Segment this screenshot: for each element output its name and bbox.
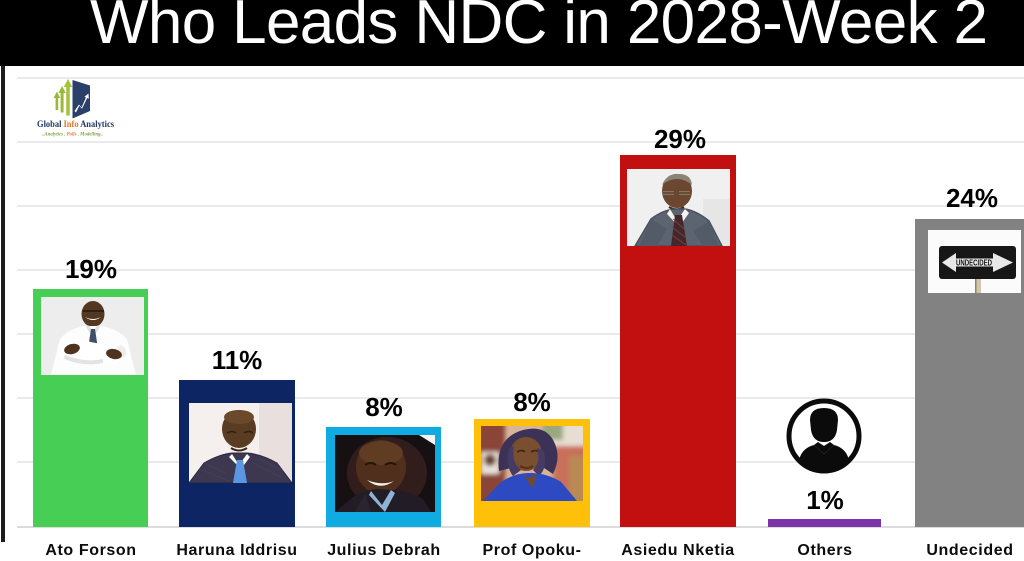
svg-text:UNDECIDED: UNDECIDED	[956, 259, 992, 268]
svg-text:..Analytics . Polls . Modellin: ..Analytics . Polls . Modelling..	[42, 132, 103, 138]
svg-text:Global Info Analytics: Global Info Analytics	[37, 120, 114, 130]
